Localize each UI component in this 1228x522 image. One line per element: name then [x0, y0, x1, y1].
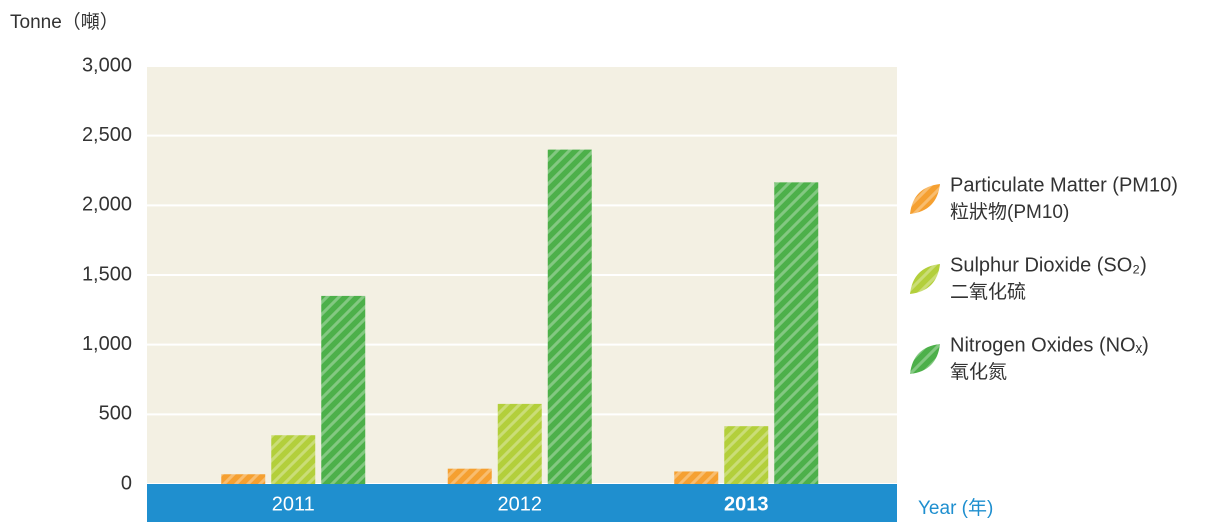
- bar: [547, 149, 592, 484]
- legend-swatch: [910, 344, 940, 374]
- bar: [271, 435, 316, 484]
- legend-swatch: [910, 184, 940, 214]
- bar: [674, 471, 719, 484]
- x-tick-label: 2013: [724, 493, 769, 515]
- legend-label-zh: 氧化氮: [950, 361, 1007, 383]
- bar: [321, 295, 366, 484]
- bar: [221, 474, 266, 484]
- legend-swatch: [910, 264, 940, 294]
- legend-label: Nitrogen Oxides (NOₓ): [950, 334, 1149, 356]
- legend-label-zh: 粒狀物(PM10): [950, 201, 1069, 223]
- y-tick-label: 500: [99, 403, 132, 425]
- legend-label-zh: 二氧化硫: [950, 281, 1026, 303]
- legend-label: Particulate Matter (PM10): [950, 174, 1178, 196]
- x-tick-label: 2011: [272, 493, 315, 515]
- y-axis-label: Tonne（噸）: [10, 11, 119, 33]
- bar: [447, 468, 492, 484]
- y-tick-label: 1,500: [82, 263, 132, 285]
- bar: [497, 403, 542, 484]
- x-axis-band: [147, 484, 897, 522]
- y-tick-label: 1,000: [82, 333, 132, 355]
- legend-label: Sulphur Dioxide (SO₂): [950, 254, 1147, 276]
- bar: [724, 426, 769, 484]
- x-tick-label: 2012: [498, 493, 543, 515]
- y-tick-label: 2,000: [82, 194, 132, 216]
- y-tick-label: 3,000: [82, 54, 132, 76]
- bar: [774, 182, 819, 485]
- x-axis-label: Year (年): [918, 497, 993, 519]
- y-tick-label: 2,500: [82, 124, 132, 146]
- y-tick-label: 0: [121, 472, 132, 494]
